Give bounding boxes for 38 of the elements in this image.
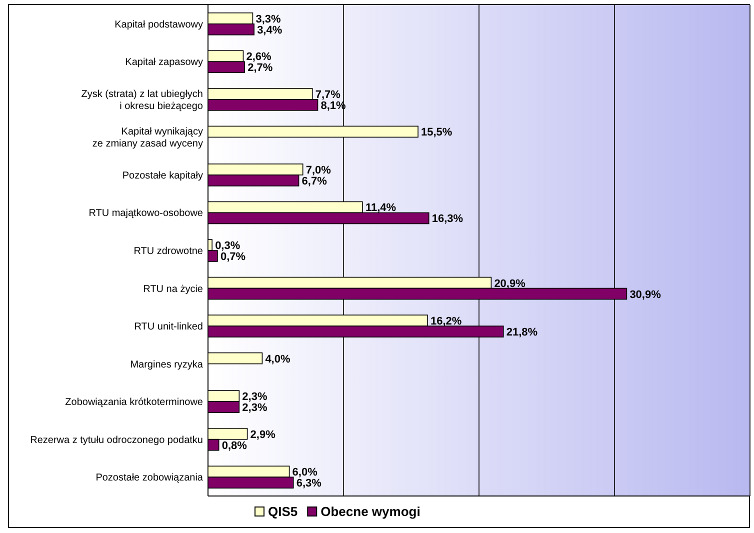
data-label: 2,9% bbox=[250, 428, 276, 441]
data-label: 2,3% bbox=[242, 402, 268, 414]
y-tick-label: Rezerwa z tytułu odroczonego podatku bbox=[30, 434, 203, 446]
y-tick-label: Kapitał zapasowy bbox=[125, 57, 203, 68]
y-tick-label: Margines ryzyka bbox=[130, 359, 204, 370]
legend-label: Obecne wymogi bbox=[320, 504, 420, 519]
y-tick-label: RTU majątkowo-osobowe bbox=[88, 208, 204, 220]
data-label: 2,3% bbox=[242, 391, 268, 404]
data-label: 3,3% bbox=[256, 13, 282, 26]
data-label: 7,0% bbox=[306, 164, 332, 176]
data-label: 2,6% bbox=[246, 51, 272, 64]
y-tick-label: RTU zdrowotne bbox=[134, 246, 204, 257]
y-tick-label: Kapitał wynikający ze zmiany zasad wyceny bbox=[92, 126, 203, 150]
data-label: 6,3% bbox=[296, 478, 322, 490]
data-label: 4,0% bbox=[265, 353, 290, 366]
data-label: 6,7% bbox=[302, 175, 328, 188]
y-tick-label: RTU na życie bbox=[143, 284, 204, 295]
data-label: 0,3% bbox=[215, 240, 240, 252]
y-tick-label: Zobowiązania krótkoterminowe bbox=[65, 397, 204, 408]
data-label: 20,9% bbox=[494, 278, 526, 290]
data-label: 3,4% bbox=[257, 24, 282, 36]
data-label: 21,8% bbox=[506, 326, 538, 339]
y-tick-label: Pozostałe kapitały bbox=[122, 170, 203, 182]
legend-label: QIS5 bbox=[268, 504, 298, 519]
data-label: 0,8% bbox=[222, 440, 248, 452]
y-tick-label: Kapitał podstawowy bbox=[114, 19, 203, 30]
data-label: 0,7% bbox=[220, 251, 246, 263]
y-tick-label: RTU unit-linked bbox=[134, 322, 203, 333]
data-label: 7,7% bbox=[315, 88, 341, 101]
data-label: 15,5% bbox=[421, 126, 452, 139]
data-label: 16,2% bbox=[430, 316, 462, 328]
data-label: 16,3% bbox=[432, 213, 464, 226]
y-tick-label: Pozostałe zobowiązania bbox=[96, 472, 204, 484]
data-label: 2,7% bbox=[248, 62, 273, 74]
data-label: 11,4% bbox=[365, 202, 396, 214]
y-tick-label: Zysk (strata) z lat ubiegłych i okresu bieżącego bbox=[81, 88, 204, 112]
data-label: 30,9% bbox=[630, 288, 662, 301]
data-label: 6,0% bbox=[292, 466, 318, 479]
